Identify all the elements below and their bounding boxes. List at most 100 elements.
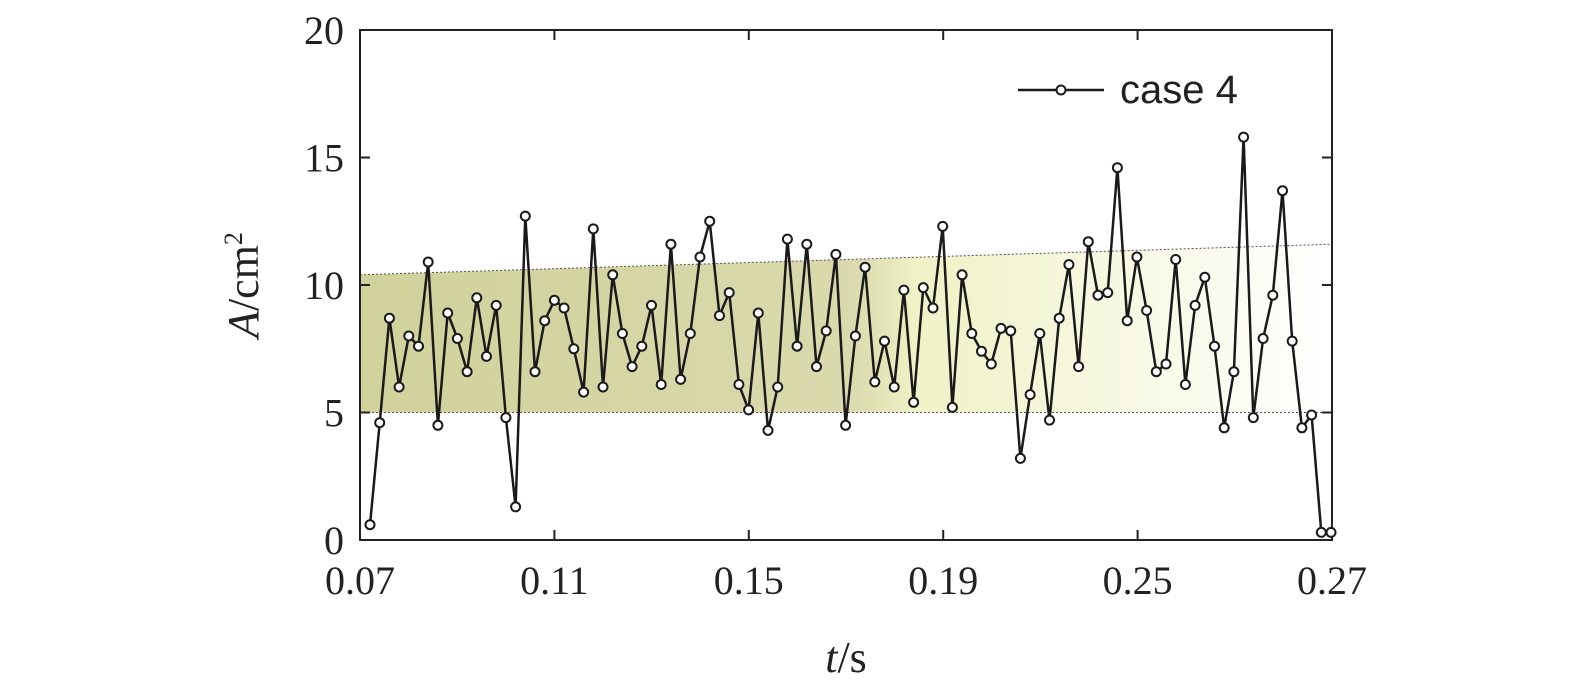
data-point	[675, 373, 687, 385]
data-point	[908, 396, 920, 408]
data-point	[481, 350, 492, 362]
data-point	[733, 379, 745, 390]
data-point	[519, 210, 531, 222]
data-point	[1238, 131, 1250, 143]
data-point	[374, 417, 386, 429]
data-point	[597, 381, 609, 393]
data-point	[1199, 271, 1211, 283]
data-point	[1325, 526, 1337, 538]
x-axis-ticks: 0.07 0.11 0.15 0.19 0.25 0.27	[325, 30, 1367, 603]
y-axis-ticks: 0 5 10 15 20	[304, 8, 1332, 563]
data-point	[364, 519, 376, 531]
data-point	[956, 269, 968, 281]
data-point	[1257, 333, 1269, 344]
data-point	[626, 361, 638, 373]
x-tick-label: 0.25	[1103, 558, 1173, 603]
data-point	[1277, 185, 1288, 197]
data-point	[1111, 162, 1123, 174]
data-point	[529, 366, 541, 378]
data-point	[655, 379, 667, 390]
legend-label: case 4	[1120, 68, 1238, 112]
data-point	[1247, 412, 1259, 424]
data-point	[500, 412, 512, 424]
data-point	[791, 340, 803, 352]
data-point	[1131, 251, 1143, 263]
data-point	[490, 299, 502, 311]
data-point	[578, 386, 590, 398]
series-line	[368, 135, 1331, 534]
data-point	[451, 333, 463, 344]
data-point	[1150, 366, 1162, 378]
data-point	[684, 328, 696, 339]
data-point	[510, 501, 522, 513]
data-point	[704, 215, 716, 227]
data-point	[879, 335, 890, 347]
data-point	[548, 294, 560, 306]
data-point	[1073, 361, 1085, 373]
data-point	[1228, 366, 1240, 378]
data-point	[646, 299, 657, 311]
data-point	[1121, 315, 1133, 327]
data-point	[1024, 389, 1036, 401]
data-point	[413, 340, 424, 352]
legend-marker	[1055, 84, 1067, 96]
data-point	[471, 292, 483, 304]
data-point	[927, 302, 939, 314]
data-point	[607, 269, 619, 281]
data-point	[714, 310, 725, 322]
x-tick-label: 0.07	[325, 558, 395, 603]
data-point	[898, 284, 910, 296]
data-point	[966, 328, 978, 339]
y-axis-title-unit: /cm	[219, 245, 268, 311]
data-point	[1063, 259, 1075, 271]
data-point	[383, 312, 395, 324]
data-point	[403, 330, 415, 342]
data-point	[752, 307, 764, 319]
data-point	[811, 361, 822, 373]
data-point	[461, 366, 473, 378]
data-point	[985, 358, 997, 370]
y-tick-label: 0	[324, 518, 344, 563]
data-point	[1306, 409, 1318, 421]
data-point	[995, 322, 1007, 334]
data-point	[1218, 422, 1230, 434]
data-point	[1160, 358, 1172, 370]
y-axis-title-var: A	[219, 310, 268, 341]
data-point	[723, 287, 735, 299]
data-point	[1189, 299, 1201, 311]
data-point	[1034, 328, 1046, 339]
data-point	[1209, 340, 1220, 352]
data-point	[888, 381, 900, 393]
data-point	[762, 424, 774, 436]
data-point	[849, 330, 861, 342]
data-point	[1053, 312, 1065, 324]
data-point	[393, 381, 405, 393]
y-axis-title-exp: 2	[219, 232, 248, 245]
data-point	[1286, 335, 1298, 347]
data-point	[558, 302, 570, 314]
data-point	[869, 376, 881, 388]
data-point	[1315, 526, 1327, 538]
data-point	[781, 233, 793, 245]
data-point	[1170, 254, 1182, 265]
data-point	[1082, 236, 1094, 248]
data-point	[830, 248, 842, 260]
data-point	[1179, 379, 1191, 390]
data-point	[859, 261, 871, 273]
data-point	[616, 328, 628, 339]
data-point	[1014, 452, 1026, 464]
y-tick-label: 10	[304, 263, 344, 308]
data-point	[840, 419, 852, 431]
data-point	[1044, 414, 1055, 426]
data-point	[665, 238, 677, 250]
data-point	[539, 315, 551, 327]
data-point	[1296, 422, 1308, 434]
data-point	[917, 282, 929, 294]
y-tick-label: 20	[304, 8, 344, 53]
data-point	[772, 381, 784, 393]
data-point	[946, 401, 958, 413]
data-point	[442, 307, 454, 319]
x-axis-title: t/s	[825, 633, 867, 682]
x-tick-label: 0.19	[908, 558, 978, 603]
data-point	[743, 404, 755, 416]
